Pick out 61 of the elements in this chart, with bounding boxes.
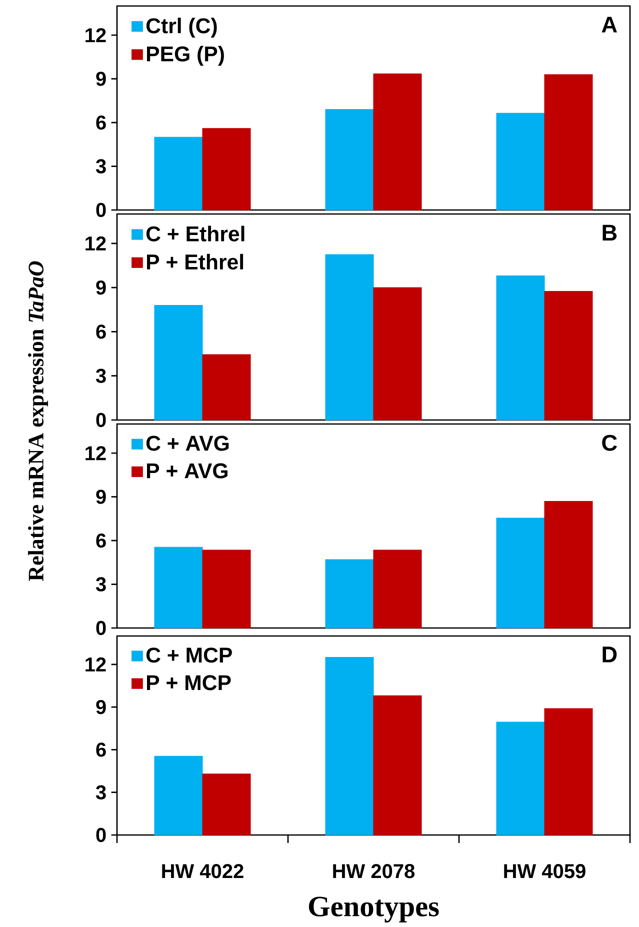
bar (373, 695, 422, 836)
y-tick-label: 3 (96, 785, 106, 800)
y-tick-label: 0 (96, 202, 106, 218)
bar (373, 287, 422, 420)
x-axis-title: Genotypes (308, 896, 439, 922)
bar (325, 254, 374, 420)
bar (202, 354, 251, 420)
bar (544, 500, 593, 628)
annotation: D (602, 646, 617, 662)
y-tick-label: 0 (96, 412, 106, 428)
y-tick-label: 6 (96, 742, 106, 757)
bar (373, 73, 422, 210)
y-tick-label: 9 (96, 700, 106, 714)
legend-label: PEG (P) (147, 46, 224, 66)
bar (202, 774, 251, 836)
bar (544, 708, 593, 836)
legend-label: Ctrl (C) (146, 18, 217, 38)
y-axis-title: Relative mRNA expression TaPaO (28, 261, 48, 582)
bar (202, 128, 251, 210)
bar (325, 559, 374, 628)
y-tick-label: 0 (96, 620, 106, 636)
bar (202, 550, 251, 628)
x-tick-label: HW 2078 (333, 864, 415, 878)
bar (154, 304, 203, 420)
y-tick-label: 6 (96, 324, 106, 339)
bar (154, 136, 203, 210)
bar (325, 657, 374, 836)
legend-label: C + MCP (146, 648, 232, 663)
legend-label: P + MCP (147, 675, 231, 690)
legend-label: P + Ethrel (147, 254, 244, 270)
bar (154, 756, 203, 836)
bar (496, 112, 545, 210)
y-tick-label: 9 (96, 280, 106, 295)
y-tick-label: 3 (96, 368, 106, 383)
bar (496, 276, 545, 420)
y-tick-label: 6 (96, 533, 106, 548)
annotation: A (602, 16, 617, 32)
legend-label: C + Ethrel (146, 226, 244, 242)
bar (373, 550, 422, 628)
y-tick-label: 12 (86, 236, 106, 250)
bar (325, 109, 374, 210)
annotation: B (602, 224, 617, 240)
legend-label: P + AVG (147, 463, 228, 478)
y-tick-label: 0 (96, 828, 106, 842)
annotation: C (602, 434, 617, 451)
y-tick-label: 12 (86, 657, 106, 672)
bar (496, 722, 545, 836)
bar (496, 518, 545, 628)
bar (544, 74, 593, 210)
x-tick-label: HW 4022 (162, 864, 244, 878)
x-tick-label: HW 4059 (504, 864, 586, 878)
y-tick-label: 12 (86, 446, 106, 460)
bar (154, 546, 203, 628)
y-tick-label: 6 (96, 115, 106, 130)
y-tick-label: 9 (96, 490, 106, 504)
y-tick-label: 9 (96, 72, 106, 86)
bar (544, 290, 593, 420)
y-tick-label: 3 (96, 159, 106, 174)
y-tick-label: 3 (96, 577, 106, 592)
y-tick-label: 12 (86, 28, 106, 42)
legend-label: C + AVG (146, 436, 229, 451)
